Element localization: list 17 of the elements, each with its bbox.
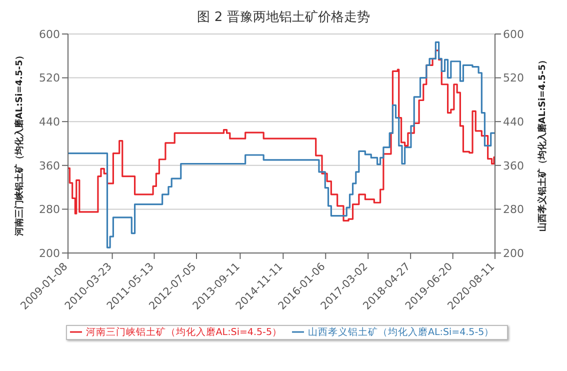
y-tick-label: 440	[39, 116, 60, 129]
y-tick-label: 360	[39, 159, 60, 172]
y-tick-label: 280	[39, 203, 60, 216]
y2-tick-label: 360	[503, 159, 524, 172]
legend-label: 河南三门峡铝土矿（均化入磨AL:Si=4.5-5）	[86, 327, 282, 338]
y2-tick-label: 200	[503, 246, 524, 260]
chart-title: 图 2 晋豫两地铝土矿价格走势	[196, 9, 371, 26]
y2-tick-label: 440	[503, 116, 524, 129]
y-tick-label: 520	[39, 72, 60, 85]
legend-label: 山西孝义铝土矿（均化入磨AL:Si=4.5-5）	[308, 327, 494, 338]
y-tick-label: 600	[39, 28, 60, 41]
y2-tick-label: 520	[503, 72, 524, 85]
y2-axis-title: 山西孝义铝土矿（均化入磨AL:Si=4.5-5）	[537, 55, 548, 232]
y2-tick-label: 600	[503, 28, 524, 41]
y2-tick-label: 280	[503, 203, 524, 216]
y-tick-label: 200	[39, 246, 60, 260]
y-axis-title: 河南三门峡铝土矿（均化入磨AL:Si=4.5-5）	[14, 50, 25, 238]
